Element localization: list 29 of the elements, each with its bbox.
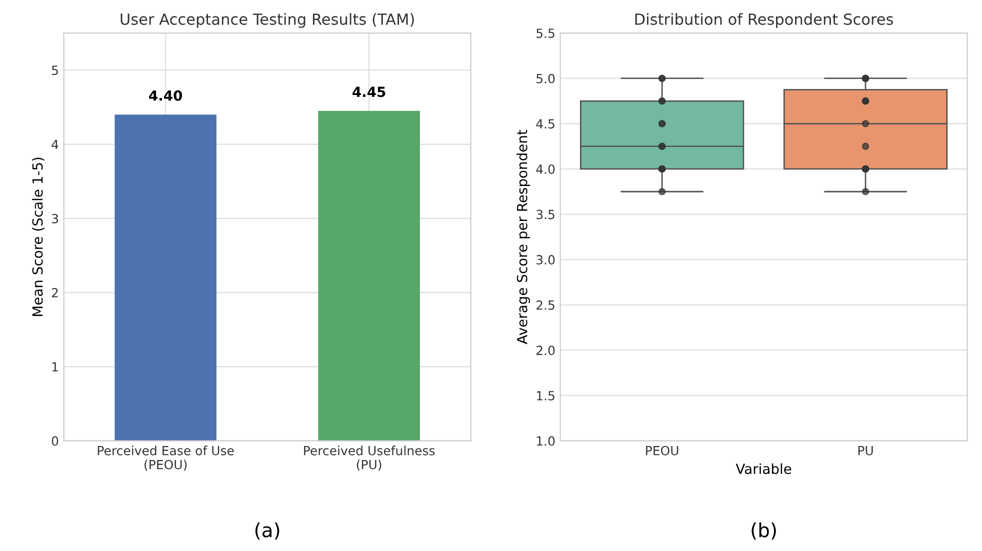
chart-title: User Acceptance Testing Results (TAM) bbox=[120, 13, 414, 28]
text: (b) bbox=[752, 522, 776, 540]
x-tick-label: PEOU bbox=[646, 446, 678, 456]
y-axis-title: Mean Score (Scale 1-5) bbox=[32, 158, 44, 316]
y-tick-label: 5 bbox=[52, 66, 58, 76]
x-tick-label: Perceived Ease of Use (PEOU) bbox=[98, 446, 234, 471]
y-tick-label: 1 bbox=[52, 362, 58, 372]
y-axis-title: Average Score per Respondent bbox=[516, 130, 530, 344]
y-tick-label: 3.5 bbox=[536, 210, 554, 220]
data-label: 4.45 bbox=[352, 86, 386, 98]
y-tick-label: 5.5 bbox=[536, 28, 554, 38]
text: (a) bbox=[255, 522, 280, 540]
y-tick-label: 2 bbox=[52, 288, 58, 298]
y-tick-label: 4.0 bbox=[536, 164, 555, 174]
y-tick-label: 3.0 bbox=[536, 255, 555, 265]
y-tick-label: 1.5 bbox=[536, 391, 554, 400]
y-tick-label: 1.0 bbox=[536, 436, 555, 446]
data-label: 4.40 bbox=[149, 90, 182, 101]
y-tick-label: 3 bbox=[52, 214, 58, 224]
y-tick-label: 2.0 bbox=[536, 346, 555, 356]
chart-title: Distribution of Respondent Scores bbox=[635, 13, 894, 28]
y-tick-label: 4.5 bbox=[536, 119, 554, 129]
y-tick-label: 4 bbox=[52, 140, 58, 150]
x-tick-label: Perceived Usefulness (PU) bbox=[304, 446, 435, 471]
y-tick-label: 2.5 bbox=[536, 300, 554, 310]
y-tick-label: 0 bbox=[52, 436, 58, 446]
x-tick-label: PU bbox=[858, 446, 873, 456]
x-axis-title: Variable bbox=[736, 463, 792, 474]
y-tick-label: 5.0 bbox=[536, 74, 555, 84]
